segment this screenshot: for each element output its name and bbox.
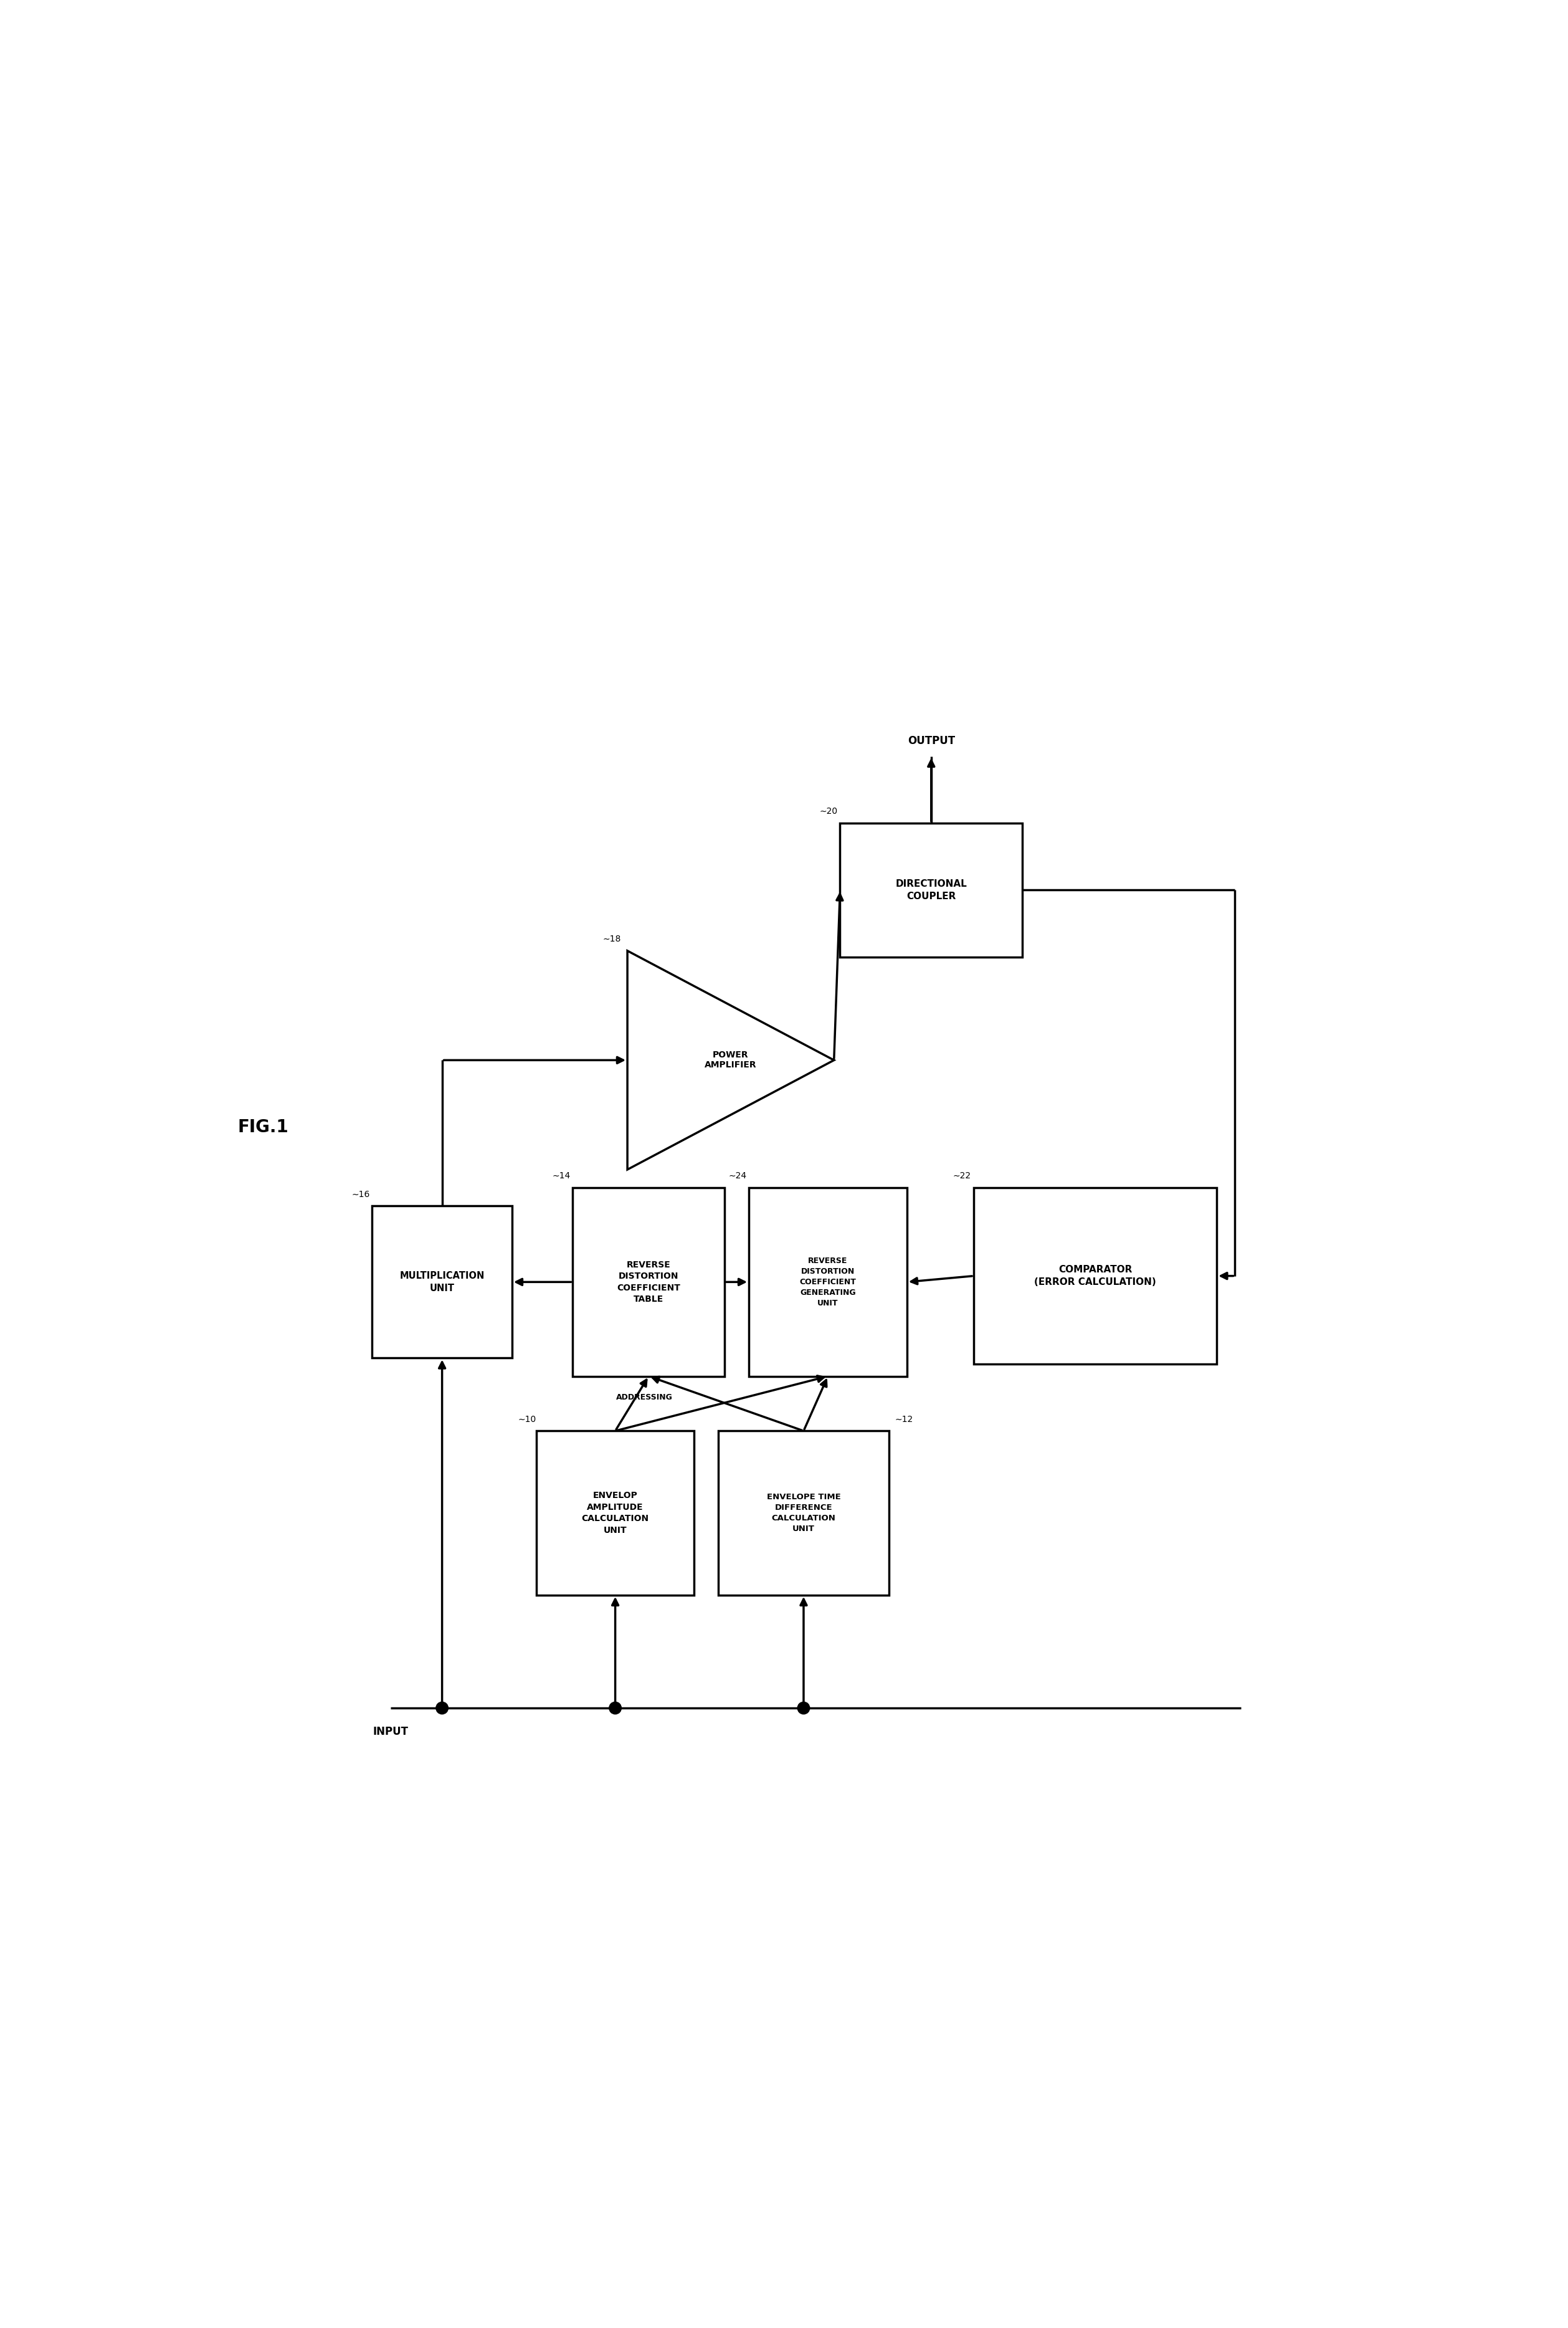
Text: MULTIPLICATION
UNIT: MULTIPLICATION UNIT [400,1271,485,1292]
Bar [840,824,1022,957]
Text: ADDRESSING: ADDRESSING [616,1394,673,1401]
Text: REVERSE
DISTORTION
COEFFICIENT
GENERATING
UNIT: REVERSE DISTORTION COEFFICIENT GENERATIN… [800,1257,856,1308]
Polygon shape [627,950,834,1169]
Text: ∼18: ∼18 [604,936,621,943]
Text: ∼16: ∼16 [351,1190,370,1199]
Text: ∼10: ∼10 [517,1415,536,1425]
Text: ENVELOP
AMPLITUDE
CALCULATION
UNIT: ENVELOP AMPLITUDE CALCULATION UNIT [582,1492,649,1534]
Bar [718,1432,889,1595]
Bar [372,1206,511,1357]
Circle shape [610,1702,621,1713]
Text: POWER
AMPLIFIER: POWER AMPLIFIER [704,1050,757,1069]
Text: ∼12: ∼12 [895,1415,913,1425]
Bar [750,1187,906,1376]
Text: INPUT: INPUT [373,1727,408,1737]
Text: COMPARATOR
(ERROR CALCULATION): COMPARATOR (ERROR CALCULATION) [1035,1264,1156,1287]
Text: FIG.1: FIG.1 [237,1117,289,1136]
Text: ENVELOPE TIME
DIFFERENCE
CALCULATION
UNIT: ENVELOPE TIME DIFFERENCE CALCULATION UNI… [767,1492,840,1532]
Bar [974,1187,1217,1364]
Text: ∼24: ∼24 [729,1171,746,1180]
Circle shape [436,1702,448,1713]
Circle shape [798,1702,809,1713]
Bar [572,1187,724,1376]
Text: DIRECTIONAL
COUPLER: DIRECTIONAL COUPLER [895,880,967,901]
Text: OUTPUT: OUTPUT [908,736,955,747]
Text: ∼22: ∼22 [953,1171,971,1180]
Text: ∼20: ∼20 [820,808,837,815]
Text: REVERSE
DISTORTION
COEFFICIENT
TABLE: REVERSE DISTORTION COEFFICIENT TABLE [616,1259,681,1304]
Text: ∼14: ∼14 [552,1171,571,1180]
Bar [536,1432,695,1595]
